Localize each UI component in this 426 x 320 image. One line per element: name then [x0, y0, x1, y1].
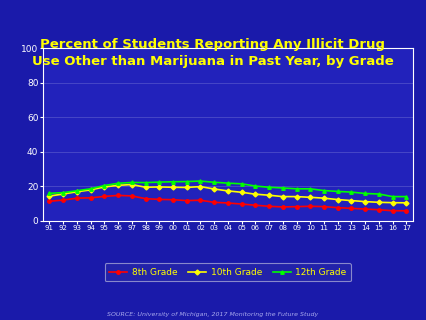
10th Grade	[253, 192, 258, 196]
10th Grade	[349, 199, 354, 203]
8th Grade	[129, 194, 134, 198]
8th Grade	[280, 205, 285, 209]
12th Grade	[363, 192, 368, 196]
8th Grade	[308, 204, 313, 208]
8th Grade	[225, 201, 230, 205]
8th Grade	[363, 207, 368, 211]
12th Grade	[129, 180, 134, 184]
8th Grade	[376, 208, 381, 212]
10th Grade	[308, 196, 313, 199]
12th Grade	[280, 186, 285, 190]
Text: SOURCE: University of Michigan, 2017 Monitoring the Future Study: SOURCE: University of Michigan, 2017 Mon…	[107, 312, 319, 317]
10th Grade	[198, 185, 203, 188]
12th Grade	[294, 187, 299, 191]
8th Grade	[349, 206, 354, 210]
10th Grade	[225, 189, 230, 193]
12th Grade	[170, 180, 176, 184]
Text: Percent of Students Reporting Any Illicit Drug
Use Other than Marijuana in Past : Percent of Students Reporting Any Illici…	[32, 38, 394, 68]
12th Grade	[404, 195, 409, 198]
10th Grade	[47, 194, 52, 198]
12th Grade	[102, 184, 107, 188]
8th Grade	[102, 195, 107, 198]
10th Grade	[129, 183, 134, 187]
12th Grade	[75, 189, 80, 193]
10th Grade	[75, 190, 80, 194]
12th Grade	[239, 182, 244, 186]
12th Grade	[376, 192, 381, 196]
10th Grade	[102, 185, 107, 189]
12th Grade	[212, 180, 217, 184]
10th Grade	[170, 185, 176, 189]
10th Grade	[115, 183, 121, 187]
10th Grade	[88, 188, 93, 192]
8th Grade	[212, 200, 217, 204]
12th Grade	[322, 188, 327, 192]
10th Grade	[184, 186, 189, 189]
10th Grade	[267, 193, 272, 197]
10th Grade	[157, 185, 162, 189]
12th Grade	[60, 191, 66, 195]
10th Grade	[335, 198, 340, 202]
8th Grade	[267, 204, 272, 208]
8th Grade	[157, 197, 162, 201]
Line: 10th Grade: 10th Grade	[48, 183, 408, 204]
12th Grade	[349, 190, 354, 194]
8th Grade	[335, 206, 340, 210]
8th Grade	[60, 198, 66, 202]
12th Grade	[390, 195, 395, 198]
12th Grade	[308, 187, 313, 191]
12th Grade	[267, 185, 272, 189]
12th Grade	[157, 180, 162, 184]
12th Grade	[143, 181, 148, 185]
10th Grade	[376, 200, 381, 204]
12th Grade	[198, 179, 203, 183]
12th Grade	[47, 191, 52, 195]
8th Grade	[184, 199, 189, 203]
8th Grade	[47, 199, 52, 203]
12th Grade	[335, 189, 340, 193]
8th Grade	[253, 203, 258, 207]
10th Grade	[212, 187, 217, 191]
8th Grade	[198, 198, 203, 202]
8th Grade	[143, 197, 148, 201]
10th Grade	[60, 192, 66, 196]
12th Grade	[225, 181, 230, 185]
8th Grade	[294, 205, 299, 209]
8th Grade	[390, 209, 395, 213]
8th Grade	[115, 194, 121, 197]
10th Grade	[239, 190, 244, 194]
8th Grade	[322, 205, 327, 209]
8th Grade	[404, 209, 409, 213]
8th Grade	[75, 196, 80, 200]
10th Grade	[322, 196, 327, 200]
10th Grade	[280, 195, 285, 198]
10th Grade	[363, 200, 368, 204]
10th Grade	[390, 201, 395, 204]
8th Grade	[88, 196, 93, 200]
Line: 8th Grade: 8th Grade	[48, 194, 408, 212]
Line: 12th Grade: 12th Grade	[48, 179, 408, 198]
8th Grade	[239, 202, 244, 206]
Legend: 8th Grade, 10th Grade, 12th Grade: 8th Grade, 10th Grade, 12th Grade	[105, 263, 351, 281]
10th Grade	[143, 185, 148, 189]
10th Grade	[404, 201, 409, 205]
12th Grade	[184, 180, 189, 183]
8th Grade	[170, 198, 176, 202]
10th Grade	[294, 195, 299, 198]
12th Grade	[115, 181, 121, 185]
12th Grade	[88, 187, 93, 191]
12th Grade	[253, 184, 258, 188]
